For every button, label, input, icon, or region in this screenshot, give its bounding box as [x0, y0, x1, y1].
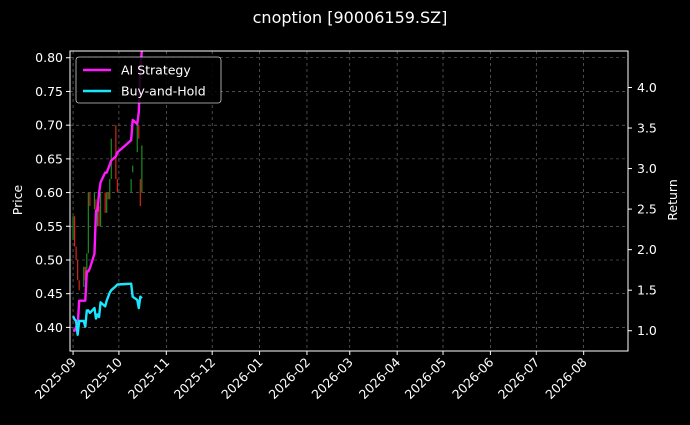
y-tick-label: 0.45: [35, 286, 63, 301]
y2-tick-label: 3.0: [637, 161, 657, 176]
y-tick-label: 0.40: [35, 320, 63, 335]
y2-tick-label: 2.0: [637, 242, 657, 257]
series-lines: [71, 50, 144, 336]
y2-tick-label: 2.5: [637, 202, 657, 217]
candle: [138, 125, 140, 139]
legend: AI Strategy Buy-and-Hold: [75, 56, 222, 104]
candle: [87, 192, 89, 254]
candle: [89, 192, 91, 207]
y-tick-label: 0.60: [35, 185, 63, 200]
candle: [115, 125, 117, 180]
legend-label-buy-and-hold: Buy-and-Hold: [121, 84, 206, 99]
y-tick-label: 0.75: [35, 84, 63, 99]
candle: [139, 179, 141, 207]
candle: [130, 179, 132, 193]
candle: [141, 145, 143, 193]
y2-axis-label: Return: [665, 179, 680, 220]
candle: [84, 266, 86, 281]
candle: [109, 179, 111, 200]
y2-tick-label: 1.0: [637, 323, 657, 338]
legend-box: [75, 56, 222, 104]
candle: [107, 192, 109, 200]
y2-tick-label: 1.5: [637, 283, 657, 298]
candle: [93, 192, 96, 210]
y2-tick-label: 3.5: [637, 121, 657, 136]
candle: [96, 206, 99, 227]
candle: [83, 266, 85, 287]
y-tick-label: 0.70: [35, 118, 63, 133]
y-tick-label: 0.65: [35, 151, 63, 166]
candle: [86, 253, 88, 281]
candle: [99, 192, 102, 227]
candle: [72, 216, 74, 240]
chart-title: cnoption [90006159.SZ]: [253, 8, 448, 27]
legend-label-ai-strategy: AI Strategy: [121, 63, 191, 78]
candle: [106, 192, 108, 213]
candle: [104, 192, 106, 213]
y-axis-label: Price: [10, 184, 25, 215]
plot-frame: [69, 50, 629, 352]
candle: [136, 125, 138, 153]
y-axis-ticks: 0.40 0.45 0.50 0.55 0.60 0.65 0.70 0.75 0.80: [35, 50, 70, 335]
candle: [77, 259, 79, 281]
candle: [75, 246, 77, 260]
ai-strategy-line: [73, 50, 144, 332]
y2-tick-label: 4.0: [637, 80, 657, 95]
candle: [116, 179, 118, 193]
y2-axis-ticks: 1.0 1.5 2.0 2.5 3.0 3.5 4.0: [628, 80, 657, 338]
candle: [73, 216, 76, 247]
buy-and-hold-line: [71, 282, 143, 336]
y-tick-label: 0.50: [35, 252, 63, 267]
candle: [132, 165, 134, 173]
candle: [98, 206, 100, 227]
y-tick-label: 0.55: [35, 219, 63, 234]
candle: [78, 280, 80, 291]
y-tick-label: 0.80: [35, 50, 63, 65]
